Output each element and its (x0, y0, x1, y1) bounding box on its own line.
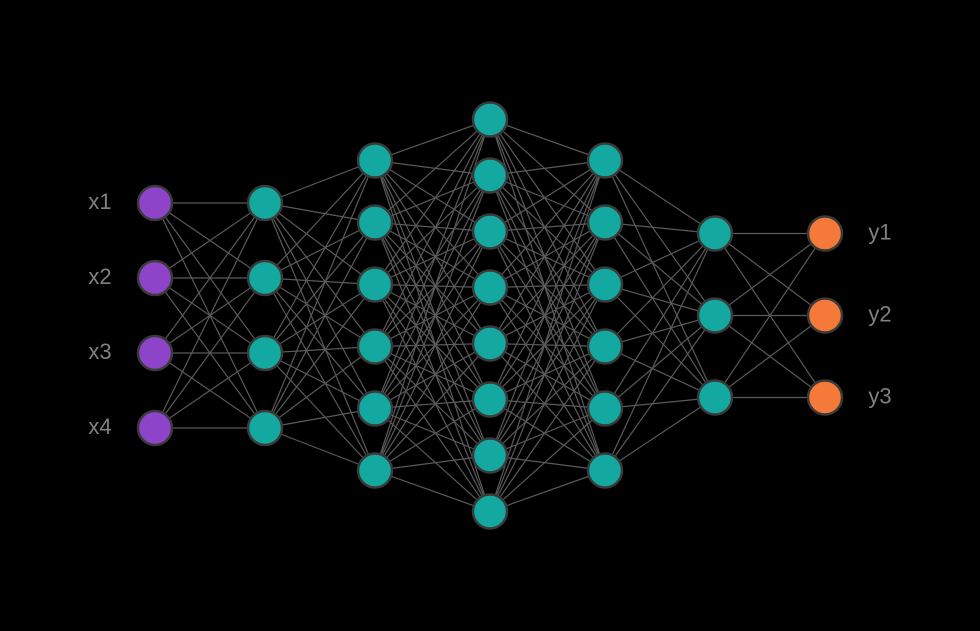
hidden-node (473, 103, 507, 137)
input-node (138, 336, 172, 370)
edge (490, 176, 605, 223)
hidden-node (358, 268, 392, 302)
output-node (808, 217, 842, 251)
edge (490, 409, 605, 456)
hidden-node (358, 392, 392, 426)
input-label: x1 (88, 189, 111, 214)
hidden-node (588, 392, 622, 426)
hidden-node (698, 217, 732, 251)
output-node (808, 299, 842, 333)
output-label: y1 (868, 219, 891, 244)
output-label: y3 (868, 383, 891, 408)
edge (375, 288, 490, 471)
hidden-node (473, 159, 507, 193)
hidden-node (473, 215, 507, 249)
hidden-node (248, 411, 282, 445)
hidden-node (588, 268, 622, 302)
hidden-node (698, 381, 732, 415)
hidden-node (473, 327, 507, 361)
hidden-node (698, 299, 732, 333)
hidden-node (248, 186, 282, 220)
hidden-node (358, 454, 392, 488)
output-node (808, 381, 842, 415)
hidden-node (588, 206, 622, 240)
input-node (138, 186, 172, 220)
hidden-node (588, 144, 622, 178)
edge (375, 409, 490, 456)
input-node (138, 411, 172, 445)
hidden-node (473, 495, 507, 529)
hidden-node (248, 261, 282, 295)
edge (265, 353, 375, 409)
neural-network-diagram: x1 x2 x3 x4 y1 y2 y3 (0, 0, 980, 631)
hidden-node (473, 383, 507, 417)
edge (490, 161, 605, 344)
hidden-node (473, 439, 507, 473)
input-label: x4 (88, 414, 111, 439)
hidden-node (358, 144, 392, 178)
hidden-node (358, 330, 392, 364)
edge (375, 176, 490, 223)
hidden-node (473, 271, 507, 305)
hidden-node (588, 330, 622, 364)
input-label: x3 (88, 339, 111, 364)
hidden-node (588, 454, 622, 488)
input-node (138, 261, 172, 295)
input-label: x2 (88, 264, 111, 289)
edge (265, 223, 375, 279)
hidden-node (248, 336, 282, 370)
output-label: y2 (868, 301, 891, 326)
hidden-node (358, 206, 392, 240)
